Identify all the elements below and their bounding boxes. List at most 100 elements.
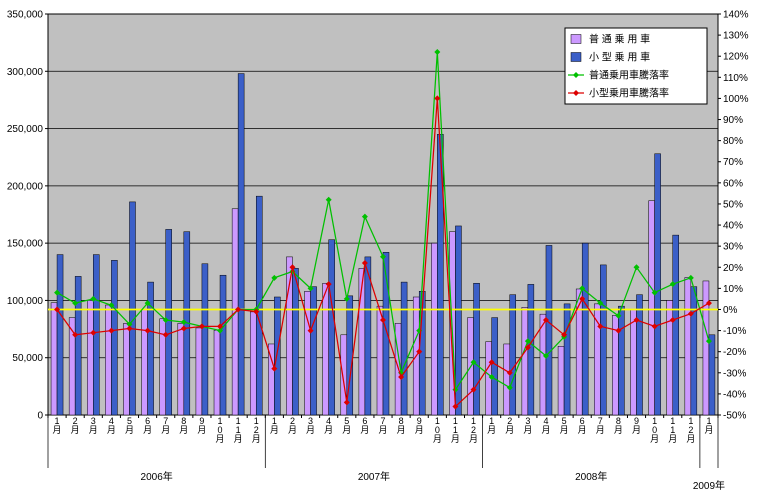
marker-diamond <box>398 374 405 381</box>
marker-diamond <box>434 48 441 55</box>
marker-diamond <box>542 317 549 324</box>
marker-diamond <box>524 344 531 351</box>
bar <box>219 274 227 416</box>
marker-diamond <box>687 274 694 281</box>
marker-diamond <box>217 327 224 334</box>
right-axis-tick-label: 10% <box>723 284 743 295</box>
bar <box>147 281 154 416</box>
right-axis-tick-label: 120% <box>723 52 749 63</box>
bar <box>201 263 209 416</box>
marker-diamond <box>615 312 622 319</box>
marker-diamond <box>434 95 441 102</box>
marker-diamond <box>506 384 513 391</box>
bar <box>177 323 185 416</box>
legend-label: 普通乗用車騰落率 <box>589 69 669 82</box>
marker-diamond <box>108 327 115 334</box>
bar <box>539 313 547 416</box>
marker-diamond <box>687 310 694 317</box>
right-axis-tick-label: -10% <box>723 326 746 337</box>
marker-diamond <box>705 300 712 307</box>
bar <box>666 300 673 416</box>
bar <box>509 294 517 416</box>
right-axis-tick-label: 20% <box>723 263 743 274</box>
marker-diamond <box>180 325 187 332</box>
bar <box>630 309 637 416</box>
marker-diamond <box>90 329 97 336</box>
marker-diamond <box>72 331 79 338</box>
bar <box>213 329 221 416</box>
marker-diamond <box>307 285 314 292</box>
right-axis-tick-label: 80% <box>723 136 743 147</box>
marker-diamond <box>180 319 187 326</box>
marker-diamond <box>289 264 296 271</box>
right-axis-tick-label: 50% <box>723 199 743 210</box>
right-axis-tick-label: -30% <box>723 368 746 379</box>
bar <box>322 282 329 416</box>
bar <box>165 229 172 416</box>
marker-diamond <box>235 306 242 313</box>
right-axis-tick-label: 100% <box>723 94 749 105</box>
bar-series-1 <box>56 73 716 416</box>
right-axis-tick-label: 110% <box>723 73 748 84</box>
right-axis-tick-label: 90% <box>723 115 743 126</box>
bar <box>123 323 130 416</box>
right-axis-tick-label: 70% <box>723 157 743 168</box>
bar <box>521 307 529 416</box>
marker-diamond <box>253 308 260 315</box>
marker-diamond <box>126 321 133 328</box>
marker-diamond <box>488 374 495 381</box>
x-axis-year-label: 2009年 <box>693 479 725 492</box>
bar <box>648 200 655 416</box>
marker-diamond <box>597 323 604 330</box>
marker-diamond <box>144 327 151 334</box>
marker-diamond <box>126 325 133 332</box>
right-axis-tick-label: 40% <box>723 221 743 232</box>
marker-diamond <box>380 253 386 260</box>
marker-diamond <box>271 365 278 372</box>
bar <box>636 294 643 416</box>
marker-diamond <box>579 295 586 302</box>
marker-diamond <box>633 317 640 324</box>
legend-marker <box>573 72 579 78</box>
bar <box>274 296 281 416</box>
bar <box>93 254 100 416</box>
marker-diamond <box>162 317 169 324</box>
bar <box>255 195 263 416</box>
marker-diamond <box>361 260 368 267</box>
bar <box>56 254 64 416</box>
right-axis-tick-label: -20% <box>723 347 746 358</box>
marker-diamond <box>343 399 350 406</box>
bar <box>563 303 571 416</box>
left-axis-tick-label: 250,000 <box>7 124 44 135</box>
right-axis-tick-label: 0% <box>723 305 738 316</box>
bar <box>654 153 661 416</box>
bar <box>684 277 692 416</box>
legend-marker <box>573 90 579 96</box>
bar <box>105 304 112 416</box>
left-axis-tick-label: 0 <box>37 411 43 422</box>
marker-diamond <box>307 327 314 334</box>
